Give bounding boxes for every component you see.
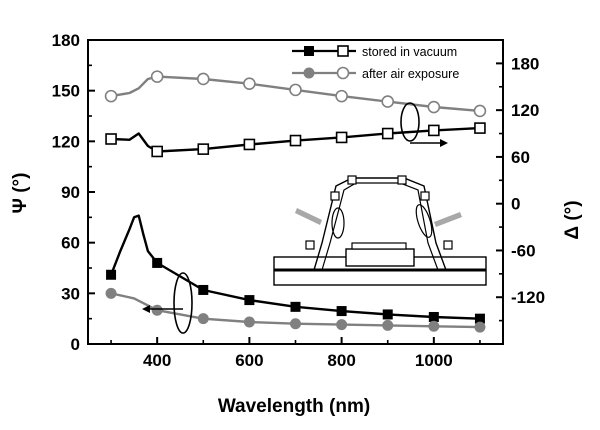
inset-schematic	[273, 175, 487, 286]
left-y-tick-label: 0	[71, 335, 80, 354]
data-point	[196, 72, 210, 86]
axis-tick-labels: 400 600 800 1000 0 30 60 90 120 150 180 -120 -60 0 60 1…	[52, 31, 545, 370]
inset-window-top-right	[397, 175, 407, 185]
series-line	[111, 126, 480, 153]
data-point	[474, 321, 486, 333]
x-tick-label: 1000	[415, 351, 453, 370]
data-point	[336, 319, 348, 331]
x-tick-label: 800	[327, 351, 355, 370]
inset-window-left	[305, 240, 315, 250]
data-point	[105, 133, 117, 145]
axis-indicators	[142, 102, 448, 334]
data-point	[474, 313, 485, 324]
data-point	[335, 89, 348, 103]
series-layer	[104, 70, 487, 333]
legend-marker-open-circle	[336, 66, 350, 80]
legend: stored in vacuum after air exposure	[292, 45, 459, 81]
left-y-tick-label: 120	[52, 132, 80, 151]
left-arrowhead	[142, 305, 150, 313]
x-tick-label: 600	[235, 351, 263, 370]
inset-light-out	[295, 208, 322, 225]
right-y-tick-label: -120	[511, 288, 545, 307]
series-line	[110, 292, 480, 329]
data-point	[290, 301, 301, 312]
data-point	[105, 287, 117, 299]
inset-window-top-left	[347, 175, 357, 185]
data-point	[335, 131, 348, 144]
left-y-tick-label: 180	[52, 31, 80, 50]
legend-label-vacuum: stored in vacuum	[362, 45, 457, 59]
legend-marker-filled-square	[304, 46, 314, 56]
data-point	[289, 134, 302, 147]
data-point	[382, 309, 393, 320]
left-y-tick-label: 60	[61, 234, 80, 253]
inset-cell-inner	[321, 182, 439, 271]
series-1	[105, 287, 486, 333]
data-point	[197, 313, 209, 325]
right-y-tick-label: 0	[511, 195, 520, 214]
series-3	[104, 70, 487, 118]
inset-window-mid-left	[330, 191, 340, 201]
data-point	[244, 295, 255, 306]
legend-label-air: after air exposure	[362, 67, 459, 81]
inset-sample-top	[351, 242, 407, 250]
data-point	[290, 318, 301, 330]
legend-marker-open-square	[337, 45, 349, 57]
left-y-tick-label: 150	[52, 82, 80, 101]
x-tick-label: 400	[143, 351, 171, 370]
data-point	[104, 89, 118, 103]
axis-ticks	[88, 39, 503, 345]
right-axis-title: Δ (°)	[562, 200, 583, 239]
left-axis-indicator-ellipse	[173, 272, 193, 334]
data-point	[150, 70, 164, 83]
inset-window-mid-right	[420, 191, 430, 201]
right-axis-indicator-ellipse	[400, 102, 420, 142]
data-point	[151, 304, 163, 316]
right-y-tick-label: -60	[511, 241, 536, 260]
x-axis-title: Wavelength (nm)	[218, 396, 370, 417]
right-arrowhead	[440, 139, 448, 147]
inset-cell-body	[313, 177, 447, 271]
data-point	[243, 138, 256, 151]
right-y-tick-label: 180	[511, 54, 539, 73]
data-point	[197, 143, 210, 155]
inset-sample	[345, 248, 415, 267]
right-y-tick-label: 120	[511, 101, 539, 120]
data-point	[106, 269, 117, 280]
data-point	[381, 95, 395, 108]
left-y-tick-label: 30	[61, 284, 80, 303]
data-point	[289, 83, 302, 97]
left-y-tick-label: 90	[61, 183, 80, 202]
data-point	[198, 284, 209, 295]
right-y-tick-label: 60	[511, 148, 530, 167]
inset-polarization-right	[415, 204, 433, 238]
data-point	[473, 104, 487, 118]
data-point	[428, 124, 440, 137]
inset-window-right	[443, 240, 453, 250]
data-point	[243, 77, 256, 90]
data-point	[474, 122, 486, 134]
data-point	[428, 311, 439, 322]
data-point	[336, 306, 347, 317]
left-axis-title: Ψ (°)	[10, 173, 31, 214]
series-2	[105, 122, 486, 158]
data-point	[427, 100, 441, 114]
legend-marker-filled-circle	[303, 67, 315, 79]
inset-polarization-left	[331, 207, 345, 239]
data-point	[243, 316, 255, 328]
series-0	[106, 214, 485, 324]
data-point	[381, 127, 394, 140]
series-line	[110, 75, 481, 113]
data-point	[382, 319, 394, 331]
data-point	[152, 257, 163, 268]
inset-light-in	[434, 212, 462, 227]
data-point	[428, 320, 440, 332]
data-point	[151, 145, 163, 158]
